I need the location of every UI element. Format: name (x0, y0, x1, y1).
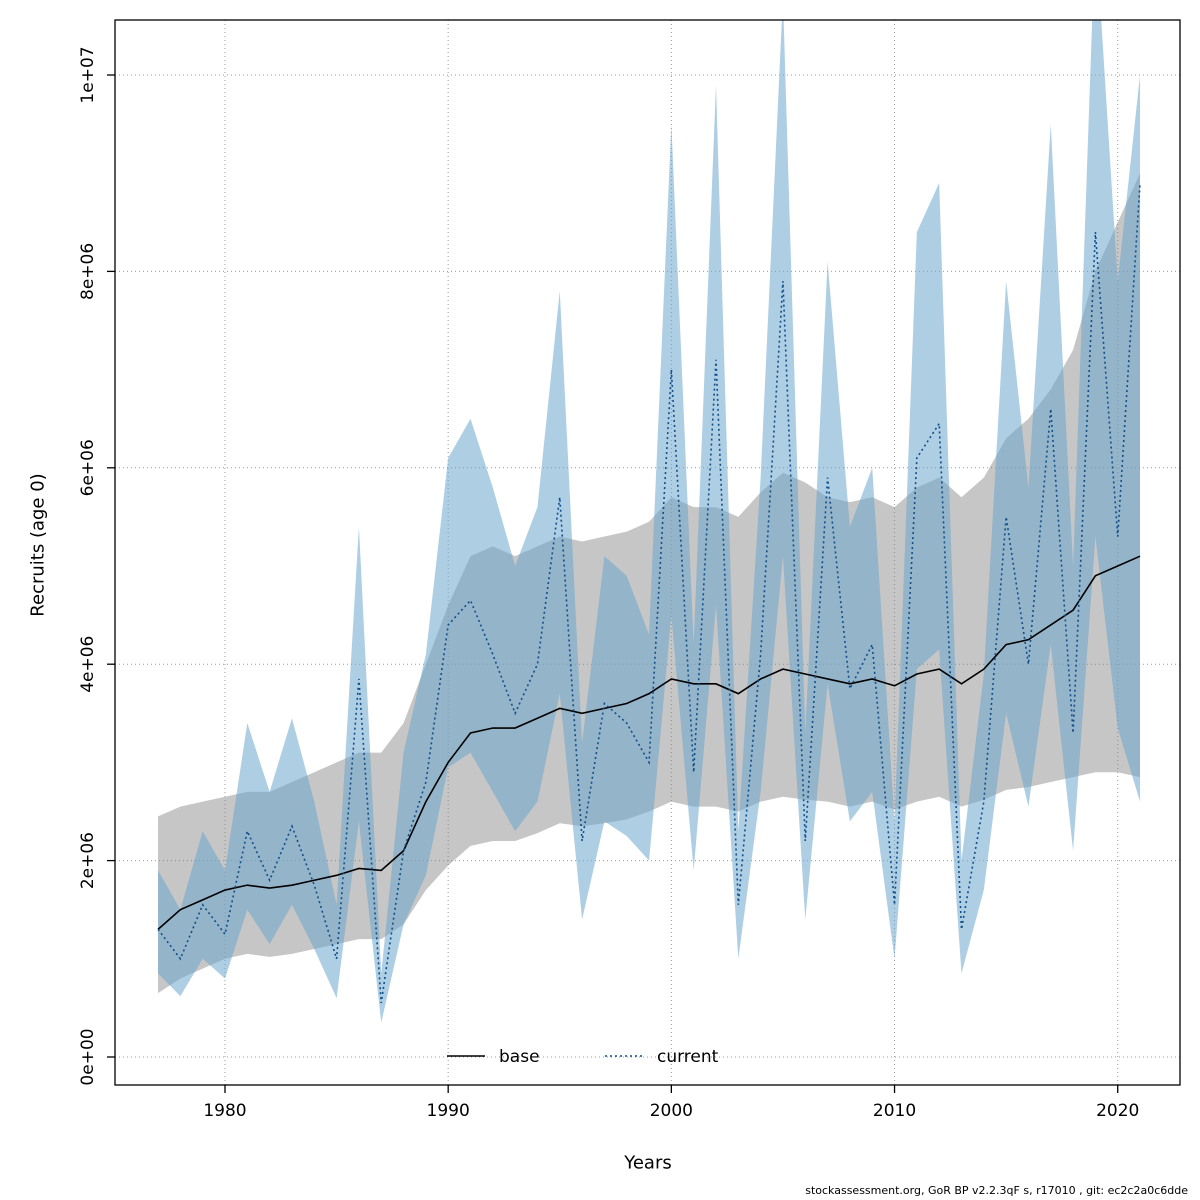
legend-base-label: base (499, 1047, 540, 1067)
y-tick-label: 4e+06 (78, 636, 98, 693)
x-tick-label: 2010 (873, 1101, 916, 1121)
axis-ticks-and-labels: 1980 1990 2000 2010 2020 0e+00 2e+06 4e+06 6e+06… (78, 46, 1139, 1121)
plot-border (114, 19, 1181, 1086)
y-tick-label: 8e+06 (78, 243, 98, 300)
current-confidence-band (158, 20, 1141, 1023)
current-line (157, 182, 1141, 1004)
base-line (157, 555, 1141, 930)
y-axis-title: Recruits (age 0) (27, 473, 49, 617)
y-tick-label: 0e+00 (78, 1028, 98, 1085)
legend: base current (447, 1047, 719, 1067)
y-tick-label: 1e+07 (78, 46, 98, 103)
x-tick-label: 2020 (1096, 1101, 1139, 1121)
plot-area (157, 20, 1141, 1023)
x-axis-title: Years (624, 1152, 672, 1174)
x-tick-label: 1990 (427, 1101, 470, 1121)
y-tick-label: 2e+06 (78, 832, 98, 889)
y-tick-label: 6e+06 (78, 439, 98, 496)
x-tick-label: 1980 (203, 1101, 246, 1121)
legend-current-label: current (657, 1047, 719, 1067)
x-tick-label: 2000 (650, 1101, 693, 1121)
footer-credit: stockassessment.org, GoR BP v2.2.3qF s, … (805, 1184, 1188, 1197)
